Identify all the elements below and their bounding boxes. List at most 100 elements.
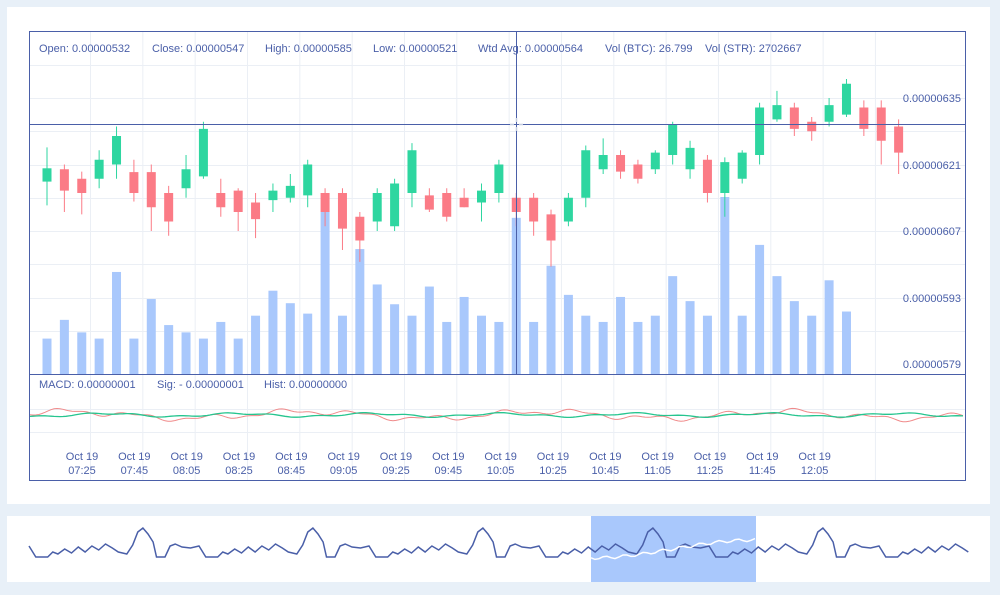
navigator-chart[interactable] (7, 516, 990, 582)
volume-bar (685, 301, 695, 374)
candle (633, 159, 643, 184)
volume-bar (598, 321, 608, 374)
time-tick-date: Oct 19 (641, 451, 673, 463)
volume-bar (702, 315, 712, 374)
volume-bar (129, 338, 139, 374)
candle (477, 183, 486, 222)
candle (407, 143, 417, 208)
candle (303, 159, 313, 208)
volume-bar (563, 294, 573, 374)
candle (251, 193, 261, 239)
candle (112, 126, 122, 179)
candle (841, 79, 851, 117)
volume-bar (320, 211, 330, 374)
candle (685, 140, 695, 179)
candle (563, 193, 573, 227)
candle (442, 188, 452, 222)
high-label: High: 0.00000585 (265, 43, 352, 55)
crosshair-cursor-icon (510, 118, 523, 131)
chart-frame (29, 31, 966, 481)
volume-bar (42, 338, 52, 374)
volume-bar (772, 276, 782, 374)
volume-bar (789, 301, 799, 374)
time-tick-date: Oct 19 (694, 451, 726, 463)
volume-bar (303, 313, 313, 374)
navigator-line (28, 526, 969, 558)
macd-line (29, 411, 964, 419)
candle (755, 102, 765, 165)
vol-str-label: Vol (STR): 2702667 (705, 43, 802, 55)
time-tick-date: Oct 19 (66, 451, 98, 463)
candle (424, 188, 434, 212)
candle (702, 155, 712, 203)
candle (129, 159, 139, 202)
time-axis: Oct 19 07:25 Oct 19 07:45 Oct 19 08:05 Oct 19 0… (66, 451, 831, 477)
candle (146, 164, 156, 231)
candle (616, 150, 626, 179)
time-tick-time: 11:25 (697, 465, 724, 477)
macd-signal-label: Sig: - 0.00000001 (157, 379, 244, 391)
navigator-panel[interactable] (7, 516, 990, 582)
candle (859, 100, 869, 136)
candle (164, 185, 174, 236)
candlestick-chart[interactable]: Open: 0.00000532 Close: 0.00000547 High:… (7, 7, 990, 504)
volume-bar (424, 286, 434, 374)
volume-bar (650, 315, 660, 374)
volume-bar (459, 296, 469, 374)
time-tick-date: Oct 19 (118, 451, 150, 463)
volume-bar (737, 315, 747, 374)
volume-bar (807, 315, 817, 374)
time-tick-time: 10:45 (592, 465, 620, 477)
time-tick-time: 10:05 (487, 465, 515, 477)
volume-bar (337, 315, 347, 374)
candle (198, 121, 208, 179)
time-tick-time: 09:45 (435, 465, 463, 477)
price-axis: 0.00000635 0.00000621 0.00000607 0.00000593… (903, 93, 961, 371)
candle (285, 174, 295, 203)
candle (233, 188, 243, 231)
volume-bar (251, 315, 261, 374)
time-tick-date: Oct 19 (537, 451, 569, 463)
macd-hist-label: Hist: 0.00000000 (264, 379, 347, 391)
volume-bar (285, 303, 295, 374)
candle (546, 209, 556, 267)
time-tick-date: Oct 19 (746, 451, 778, 463)
volume-bar (616, 296, 626, 374)
macd-value-label: MACD: 0.00000001 (39, 379, 136, 391)
candle (320, 188, 330, 227)
candle (807, 117, 817, 141)
candle (181, 155, 191, 198)
time-tick-time: 07:45 (121, 465, 149, 477)
time-tick-time: 11:45 (749, 465, 776, 477)
volume-bar (581, 315, 591, 374)
time-tick-date: Oct 19 (327, 451, 359, 463)
volume-bar (546, 265, 556, 374)
candle (720, 157, 730, 217)
volume-bar (824, 280, 834, 374)
time-tick-date: Oct 19 (484, 451, 516, 463)
candle (772, 90, 782, 122)
wtd-avg-label: Wtd Avg: 0.00000564 (478, 43, 583, 55)
volume-bar (112, 271, 122, 374)
candle (598, 138, 608, 174)
macd-signal-line (29, 407, 964, 423)
time-tick-time: 10:25 (539, 465, 567, 477)
time-tick-date: Oct 19 (798, 451, 830, 463)
volume-bar (164, 325, 174, 374)
vol-btc-label: Vol (BTC): 26.799 (605, 43, 692, 55)
low-label: Low: 0.00000521 (373, 43, 457, 55)
volume-bar (407, 315, 417, 374)
time-tick-time: 08:45 (278, 465, 306, 477)
volume-bar (720, 197, 730, 374)
time-tick-time: 09:25 (382, 465, 410, 477)
volume-bar (268, 290, 278, 374)
candle (581, 145, 591, 208)
price-tick-label: 0.00000607 (903, 226, 961, 238)
volume-bar (755, 244, 765, 374)
price-tick-label: 0.00000593 (903, 293, 961, 305)
time-tick-time: 09:05 (330, 465, 358, 477)
main-chart-panel: Open: 0.00000532 Close: 0.00000547 High:… (7, 7, 990, 504)
volume-bar (442, 321, 452, 374)
price-tick-label: 0.00000579 (903, 359, 961, 371)
time-tick-date: Oct 19 (380, 451, 412, 463)
